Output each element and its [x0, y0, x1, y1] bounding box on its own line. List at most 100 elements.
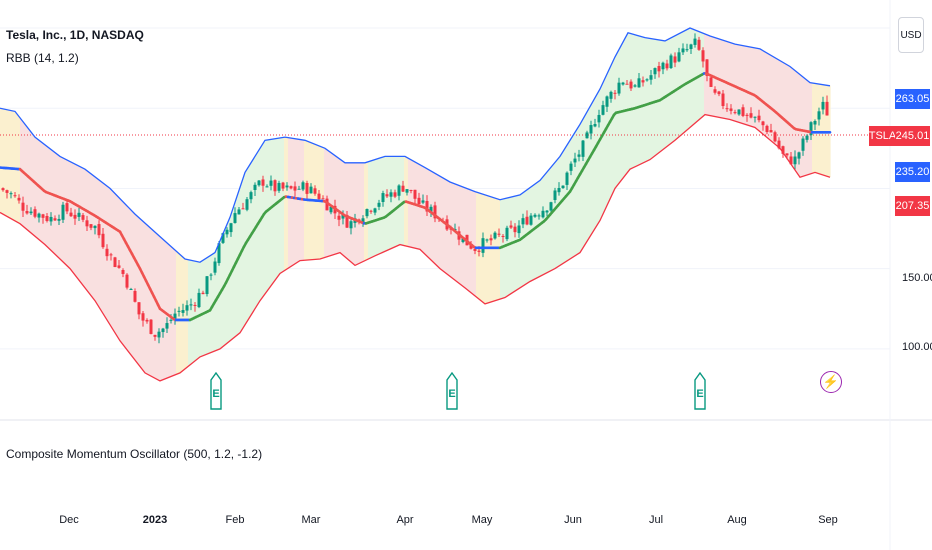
band-fill-segment — [176, 250, 181, 375]
band-fill-segment — [352, 162, 357, 265]
earnings-label: E — [696, 388, 704, 400]
candle-body — [753, 116, 757, 118]
candle-body — [701, 50, 705, 62]
time-label-sep: Sep — [818, 514, 838, 526]
candle-body — [593, 124, 597, 127]
band-fill-segment — [36, 137, 41, 241]
middle-band-price-badge: 235.20 — [895, 162, 930, 182]
upper-band-line — [0, 27, 831, 263]
candle-body — [729, 108, 733, 111]
earnings-marker-icon[interactable]: E — [446, 372, 458, 410]
band-fill-segment — [276, 137, 281, 279]
time-label-mar: Mar — [301, 514, 321, 526]
band-fill-segment — [344, 162, 349, 260]
candle-body — [385, 194, 389, 197]
band-fill-segment — [440, 176, 445, 272]
band-fill-segment — [92, 174, 97, 303]
candle-body — [801, 138, 805, 151]
band-fill-segment — [164, 240, 169, 380]
band-fill-segment — [748, 46, 753, 127]
band-fill-segment — [768, 53, 773, 142]
candle-body — [601, 105, 605, 115]
band-fill-segment — [180, 254, 185, 373]
candle-body — [261, 179, 265, 186]
candle-body — [625, 83, 629, 85]
band-fill-segment — [532, 183, 537, 281]
earnings-marker-icon[interactable]: E — [210, 372, 222, 410]
candle-body — [405, 189, 409, 193]
candle-body — [13, 195, 17, 197]
band-fill-segment — [96, 177, 101, 309]
candle-body — [25, 211, 29, 214]
band-fill-segment — [72, 162, 77, 277]
candle-body — [429, 206, 433, 212]
candle-body — [49, 216, 53, 222]
candle-body — [229, 223, 233, 233]
candle-body — [373, 208, 377, 213]
band-lines — [0, 27, 832, 382]
candle-body — [769, 130, 773, 133]
candle-body — [273, 180, 277, 192]
band-fill-segment — [4, 109, 9, 217]
candle-body — [257, 180, 261, 186]
band-fill-segment — [612, 55, 617, 195]
band-fill-segment — [540, 175, 545, 277]
candle-body — [569, 163, 573, 171]
band-fill-segment — [636, 35, 641, 167]
candle-body — [45, 215, 49, 221]
candle-body — [177, 310, 181, 312]
candle-body — [113, 257, 117, 268]
candle-body — [673, 56, 677, 63]
candle-body — [713, 89, 717, 93]
candle-body — [349, 221, 353, 229]
candle-body — [201, 292, 205, 295]
candle-body — [537, 215, 541, 217]
band-fill-segment — [184, 258, 189, 370]
band-fill-segment — [208, 254, 213, 354]
candle-body — [613, 92, 617, 94]
symbol-legend[interactable]: Tesla, Inc., 1D, NASDAQ — [6, 28, 144, 42]
upper-band-price-badge: 263.05 — [895, 89, 930, 109]
earnings-label: E — [212, 388, 220, 400]
band-fill-segment — [732, 43, 737, 122]
band-fill-segment — [296, 138, 301, 264]
candle-body — [217, 243, 221, 264]
band-fill-segment — [192, 260, 197, 364]
time-label-aug: Aug — [727, 514, 747, 526]
band-fill-segment — [168, 243, 173, 378]
candle-body — [53, 218, 57, 221]
band-fill-segment — [624, 32, 629, 177]
time-label-feb: Feb — [225, 514, 245, 526]
band-fill-segment — [332, 153, 337, 256]
oscillator-legend[interactable]: Composite Momentum Oscillator (500, 1.2,… — [6, 447, 263, 461]
time-label-may: May — [471, 514, 493, 526]
indicator-legend[interactable]: RBB (14, 1.2) — [6, 51, 79, 65]
band-fill-segment — [552, 161, 557, 271]
band-fill-segment — [496, 198, 501, 301]
candle-body — [329, 206, 333, 213]
candle-body — [649, 75, 653, 80]
candle-body — [369, 210, 373, 212]
band-fill-segment — [240, 175, 245, 333]
band-fill-segment — [648, 38, 653, 161]
earnings-marker-icon[interactable]: E — [694, 372, 706, 410]
band-fill-segment — [604, 71, 609, 212]
band-fill-segment — [424, 167, 429, 258]
candle-body — [253, 184, 257, 190]
band-fill-segment — [468, 188, 473, 294]
price-tick-150: 150.00 — [902, 272, 932, 284]
band-fill-segment — [372, 159, 377, 258]
currency-button[interactable]: USD — [898, 17, 924, 53]
candle-body — [97, 224, 101, 236]
symbol-price-badge[interactable]: TSLA — [869, 126, 896, 146]
band-fill-segment — [368, 160, 373, 260]
candle-body — [669, 55, 673, 69]
earnings-label: E — [448, 388, 456, 400]
band-fill-segment — [476, 191, 481, 300]
lightning-icon[interactable]: ⚡ — [820, 371, 842, 393]
candle-body — [493, 232, 497, 239]
band-fill-segment — [776, 58, 781, 149]
band-fill-segment — [772, 55, 777, 145]
band-fill-segment — [728, 41, 733, 121]
